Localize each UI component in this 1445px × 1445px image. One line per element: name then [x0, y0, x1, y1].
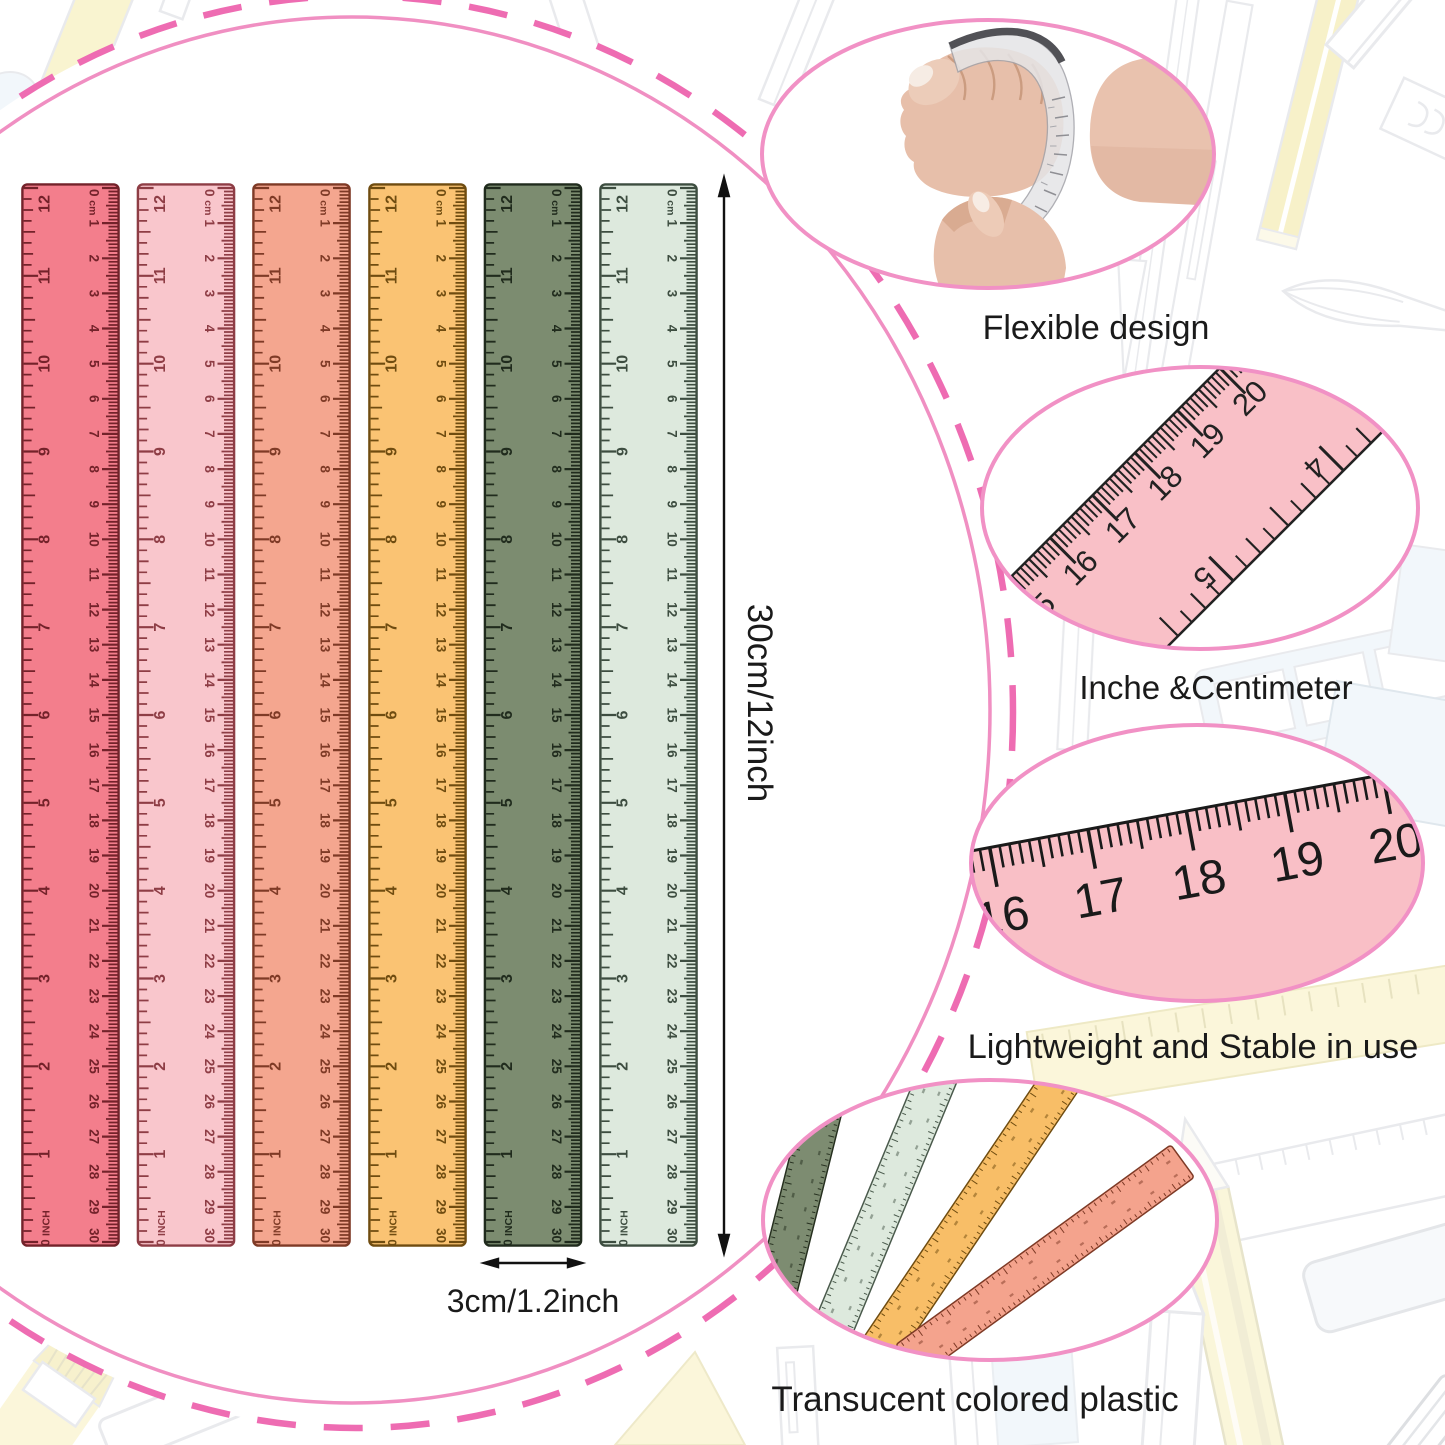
svg-text:Lightweight and Stable in use: Lightweight and Stable in use: [968, 1028, 1419, 1066]
svg-text:Transucent colored plastic: Transucent colored plastic: [771, 1380, 1178, 1419]
svg-text:19: 19: [1266, 831, 1328, 893]
svg-text:Inche &Centimeter: Inche &Centimeter: [1079, 669, 1352, 706]
svg-text:18: 18: [1168, 849, 1230, 911]
svg-text:Flexible design: Flexible design: [983, 309, 1210, 347]
svg-text:17: 17: [1070, 868, 1132, 930]
svg-text:3cm/1.2inch: 3cm/1.2inch: [447, 1283, 620, 1319]
svg-text:30cm/12inch: 30cm/12inch: [740, 604, 779, 802]
